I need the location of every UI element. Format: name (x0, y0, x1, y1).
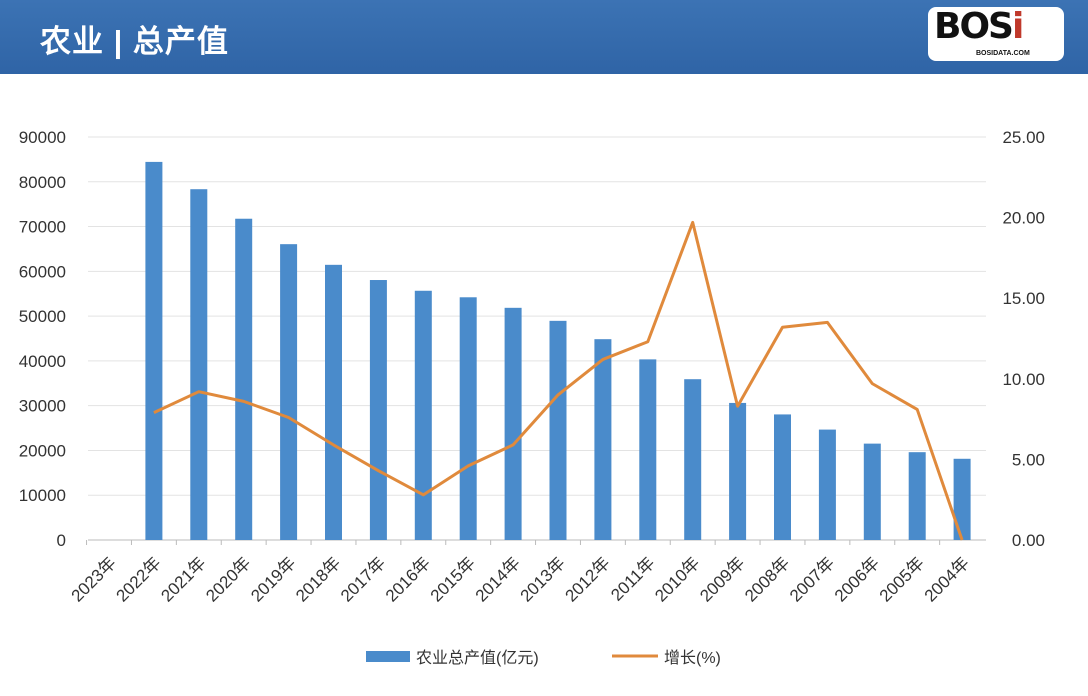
bar (369, 280, 387, 540)
y-left-tick-label: 60000 (19, 262, 66, 281)
bar (325, 264, 342, 540)
bar (953, 458, 971, 540)
y-left-tick-label: 20000 (19, 441, 66, 460)
y-right-tick-label: 10.00 (1002, 370, 1045, 389)
x-tick-label: 2019年 (247, 553, 299, 605)
x-tick-label: 2010年 (651, 553, 703, 605)
y-right-tick-label: 0.00 (1012, 531, 1045, 550)
y-left-tick-label: 70000 (19, 218, 66, 237)
y-left-tick-label: 30000 (19, 397, 66, 416)
x-tick-label: 2021年 (157, 553, 209, 605)
bar (639, 359, 657, 540)
bar (235, 218, 253, 540)
y-left-tick-label: 80000 (19, 173, 66, 192)
x-tick-label: 2014年 (472, 553, 524, 605)
x-tick-label: 2012年 (562, 553, 614, 605)
legend-bar-swatch (366, 651, 410, 662)
bar (414, 290, 432, 540)
bosi-logo: BOSi BOSIDATA.COM (928, 7, 1064, 61)
bar (145, 161, 163, 540)
y-right-tick-label: 25.00 (1002, 128, 1045, 147)
page-title: 农业 | 总产值 (40, 24, 229, 59)
y-left-tick-label: 90000 (19, 128, 66, 147)
x-tick-label: 2004年 (921, 553, 973, 605)
x-tick-label: 2022年 (113, 553, 165, 605)
x-tick-label: 2016年 (382, 553, 434, 605)
y-right-tick-label: 5.00 (1012, 450, 1045, 469)
bar (684, 379, 702, 540)
y-left-tick-label: 10000 (19, 486, 66, 505)
logo-sub: BOSIDATA.COM (976, 50, 1030, 57)
x-tick-label: 2008年 (741, 553, 793, 605)
y-left-tick-label: 0 (57, 531, 66, 550)
bar (190, 189, 208, 541)
y-left-tick-label: 50000 (19, 307, 66, 326)
bar (594, 339, 612, 540)
x-tick-label: 2015年 (427, 553, 479, 605)
bar (908, 452, 926, 540)
x-tick-label: 2009年 (696, 553, 748, 605)
bar (863, 443, 881, 540)
bar (818, 429, 836, 540)
x-tick-label: 2007年 (786, 553, 838, 605)
bar (729, 402, 747, 540)
logo-text: BOSi (934, 8, 1023, 46)
header-banner: 农业 | 总产值 BOSi BOSIDATA.COM (0, 0, 1088, 74)
x-tick-label: 2023年 (68, 553, 120, 605)
bar (549, 320, 567, 540)
legend-line-label: 增长(%) (664, 649, 721, 667)
bar (504, 307, 522, 540)
x-tick-label: 2020年 (202, 553, 254, 605)
y-right-tick-label: 15.00 (1002, 289, 1045, 308)
x-tick-label: 2018年 (292, 553, 344, 605)
x-tick-label: 2005年 (876, 553, 928, 605)
y-right-tick-label: 20.00 (1002, 209, 1045, 228)
x-tick-label: 2017年 (337, 553, 389, 605)
x-tick-label: 2013年 (517, 553, 569, 605)
y-left-tick-label: 40000 (19, 352, 66, 371)
bar (280, 244, 298, 540)
x-tick-label: 2006年 (831, 553, 883, 605)
bar (459, 297, 477, 540)
x-tick-label: 2011年 (607, 553, 658, 604)
bar (774, 414, 791, 540)
legend-bar-label: 农业总产值(亿元) (416, 649, 539, 667)
